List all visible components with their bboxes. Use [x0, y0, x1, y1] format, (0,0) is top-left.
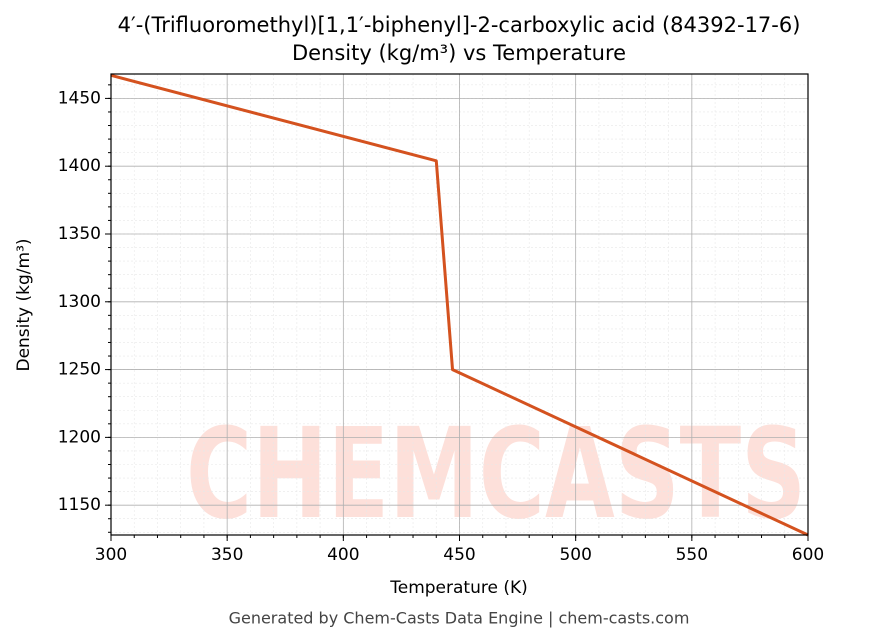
y-axis-label: Density (kg/m³)	[14, 238, 34, 371]
y-tick-label: 1300	[58, 292, 101, 312]
y-tick-label: 1250	[58, 360, 101, 380]
x-tick-label: 350	[211, 545, 243, 565]
watermark: CHEMCASTS	[186, 402, 806, 547]
x-tick-label: 500	[559, 545, 591, 565]
footer: Generated by Chem-Casts Data Engine | ch…	[229, 609, 690, 628]
x-tick-label: 550	[676, 545, 708, 565]
chart-subtitle: Density (kg/m³) vs Temperature	[292, 41, 626, 65]
data-line	[110, 73, 809, 537]
x-tick-label: 600	[792, 545, 824, 565]
x-tick-label: 300	[95, 545, 127, 565]
y-tick-label: 1200	[58, 427, 101, 447]
y-tick-label: 1400	[58, 156, 101, 176]
y-tick-label: 1350	[58, 224, 101, 244]
x-axis-label: Temperature (K)	[389, 578, 528, 598]
plot-frame	[110, 73, 809, 536]
chart-title: 4′-(Trifluoromethyl)[1,1′-biphenyl]-2-ca…	[118, 13, 801, 37]
y-tick-label: 1150	[58, 495, 101, 515]
x-tick-label: 450	[443, 545, 475, 565]
x-tick-label: 400	[327, 545, 359, 565]
y-tick-label: 1450	[58, 88, 101, 108]
